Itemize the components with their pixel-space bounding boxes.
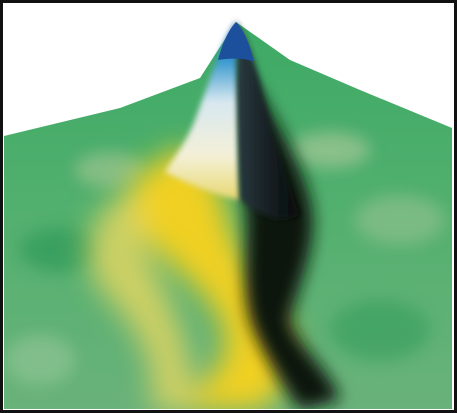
peak bbox=[165, 22, 300, 220]
